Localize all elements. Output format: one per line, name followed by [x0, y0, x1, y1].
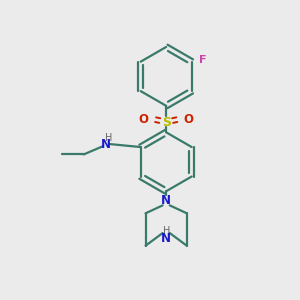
Text: F: F	[199, 55, 207, 65]
Text: O: O	[139, 113, 148, 126]
Text: N: N	[161, 194, 171, 207]
Text: H: H	[163, 226, 170, 236]
Text: S: S	[162, 116, 171, 128]
Text: N: N	[101, 138, 111, 151]
Text: O: O	[184, 113, 194, 126]
Text: H: H	[104, 133, 112, 142]
Text: N: N	[161, 232, 171, 245]
